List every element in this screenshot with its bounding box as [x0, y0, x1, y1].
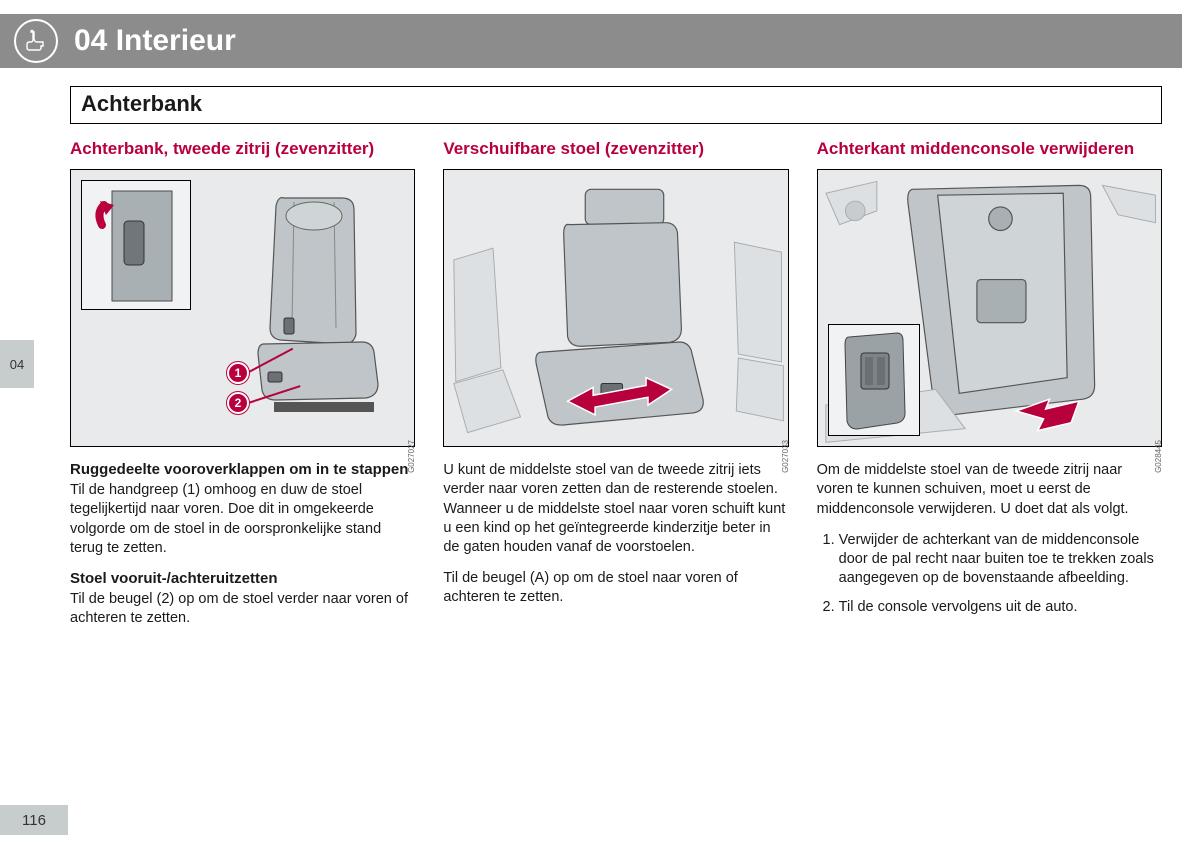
col1-sub2-body: Til de beugel (2) op om de stoel verder … — [70, 590, 415, 628]
figure-center-console: G028445 — [817, 169, 1162, 447]
column-3: Achterkant middenconsole verwijderen — [817, 138, 1162, 640]
chapter-name: Interieur — [116, 24, 236, 57]
chapter-header: 04 Interieur — [0, 14, 1182, 68]
figure-sliding-seat: G027033 — [443, 169, 788, 447]
seat-icon — [14, 19, 58, 63]
column-2: Verschuifbare stoel (zevenzitter) — [443, 138, 788, 640]
column-1: Achterbank, tweede zitrij (zevenzitter) — [70, 138, 415, 640]
col1-sub1-body: Til de handgreep (1) omhoog en duw de st… — [70, 481, 415, 558]
chapter-icon-wrap — [6, 14, 66, 68]
inset-handle-detail — [81, 180, 191, 310]
chapter-number: 04 — [74, 24, 107, 57]
seat-illustration — [234, 188, 394, 418]
sliding-seat-illustration — [444, 170, 787, 446]
col1-heading: Achterbank, tweede zitrij (zevenzitter) — [70, 138, 415, 159]
section-header: Achterbank — [70, 86, 1162, 124]
col2-p1: U kunt de middelste stoel van de tweede … — [443, 461, 788, 557]
col2-p2: Til de beugel (A) op om de stoel naar vo… — [443, 569, 788, 607]
page-number-value: 116 — [22, 812, 46, 829]
figure-seat-second-row: 1 2 G027027 — [70, 169, 415, 447]
figure-code: G028445 — [1154, 440, 1163, 473]
col2-heading: Verschuifbare stoel (zevenzitter) — [443, 138, 788, 159]
col1-sub2-head: Stoel vooruit-/achteruitzetten — [70, 570, 415, 587]
chapter-title: 04 Interieur — [74, 24, 236, 58]
col3-steps: Verwijder de achterkant van de middencon… — [817, 531, 1162, 618]
col1-sub1-head: Ruggedeelte vooroverklappen om in te sta… — [70, 461, 415, 478]
side-tab-label: 04 — [10, 357, 24, 372]
col3-p1: Om de middelste stoel van de tweede zitr… — [817, 461, 1162, 518]
page-number: 116 — [0, 805, 68, 835]
col3-heading: Achterkant middenconsole verwijderen — [817, 138, 1162, 159]
col3-step-2: Til de console vervolgens uit de auto. — [839, 598, 1162, 617]
section-title: Achterbank — [81, 91, 1151, 117]
inset-console-detail — [828, 324, 920, 436]
col3-step-1: Verwijder de achterkant van de middencon… — [839, 531, 1162, 588]
content-columns: Achterbank, tweede zitrij (zevenzitter) — [70, 138, 1162, 640]
figure-code: G027033 — [781, 440, 790, 473]
side-tab: 04 — [0, 340, 34, 388]
figure-code: G027027 — [407, 440, 416, 473]
